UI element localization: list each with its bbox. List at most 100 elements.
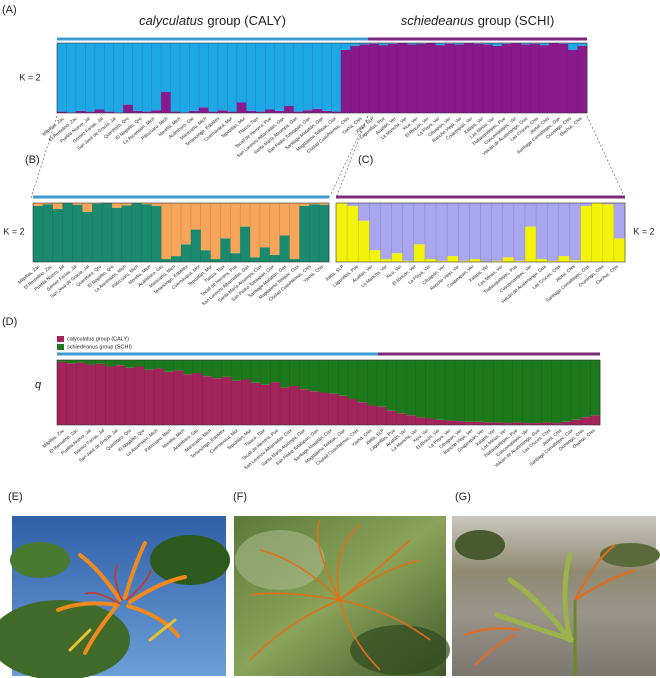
admixture-bar (303, 110, 313, 113)
admixture-bar (102, 203, 113, 262)
admixture-bar (33, 205, 44, 262)
admixture-bar (189, 110, 200, 113)
admixture-bar (200, 203, 211, 251)
admixture-bar (376, 360, 387, 407)
admixture-bar (358, 220, 370, 262)
admixture-bar (293, 43, 304, 112)
admixture-bar (591, 203, 604, 262)
legend-label: schiedeanus group (SCHI) (67, 344, 132, 350)
admixture-bar (522, 423, 533, 425)
admixture-bar (250, 382, 261, 425)
admixture-bar (491, 260, 504, 262)
admixture-bar (357, 402, 368, 425)
admixture-bar (447, 256, 459, 262)
admixture-bar (350, 45, 361, 113)
admixture-bar (189, 43, 200, 111)
admixture-bar (227, 111, 238, 113)
admixture-bar (221, 376, 232, 425)
admixture-bar (270, 382, 281, 425)
admixture-bar (445, 43, 455, 44)
admixture-bar (289, 203, 300, 260)
admixture-bar (436, 260, 448, 262)
admixture-bar (347, 399, 358, 425)
admixture-bar (134, 366, 145, 425)
admixture-bar (115, 360, 126, 366)
admixture-bar (210, 203, 221, 260)
admixture-bar (397, 43, 408, 113)
admixture-bar (359, 44, 370, 113)
admixture-bar (265, 109, 275, 113)
admixture-bar (547, 260, 559, 262)
admixture-bar (541, 360, 552, 423)
admixture-bar (454, 44, 465, 113)
admixture-bar (558, 43, 569, 44)
admixture-bar (163, 360, 174, 372)
admixture-bar (274, 43, 285, 111)
admixture-bar (190, 229, 202, 262)
admixture-bar (66, 360, 77, 364)
admixture-bar (483, 422, 494, 425)
admixture-bar (284, 43, 294, 106)
admixture-bar (153, 360, 164, 369)
admixture-bar (480, 203, 492, 262)
admixture-bar (435, 43, 446, 46)
admixture-bar (303, 43, 313, 111)
admixture-bar (312, 108, 323, 113)
admixture-bar (580, 360, 591, 418)
admixture-bar (445, 43, 455, 114)
admixture-bar (522, 360, 533, 424)
admixture-bar (463, 43, 474, 113)
admixture-bar (520, 44, 531, 113)
admixture-bar (62, 203, 73, 262)
admixture-bar (299, 203, 310, 206)
admixture-bar (338, 360, 349, 396)
admixture-bar (413, 203, 426, 245)
admixture-bar (336, 203, 348, 262)
legend-label: calyculatus group (CALY) (67, 336, 129, 342)
admixture-bar (198, 43, 209, 108)
admixture-bar (340, 43, 351, 50)
admixture-bar (202, 360, 213, 377)
admixture-bar (551, 423, 562, 425)
admixture-bar (388, 43, 399, 114)
admixture-bar (180, 43, 190, 113)
admixture-bar (221, 360, 232, 377)
admixture-bar (141, 204, 152, 262)
panel-label: (G) (455, 491, 471, 503)
group-title: schiedeanus group (SCHI) (401, 13, 555, 28)
admixture-bar (319, 204, 330, 262)
admixture-bar (580, 417, 591, 425)
group-title: calyculatus group (CALY) (139, 13, 286, 28)
panel-label: (A) (2, 4, 17, 16)
admixture-bar (66, 43, 77, 113)
admixture-bar (338, 395, 349, 425)
legend-swatch (57, 336, 64, 342)
admixture-bar (255, 43, 266, 112)
connectors (30, 115, 626, 199)
plot-frame (56, 42, 588, 114)
admixture-bar (416, 43, 427, 114)
admixture-bar (558, 256, 570, 262)
admixture-bar (402, 260, 415, 262)
admixture-bar (454, 43, 465, 45)
admixture-bar (289, 360, 300, 386)
admixture-bar (530, 43, 540, 44)
admixture-bar (580, 203, 592, 206)
admixture-bar (396, 360, 407, 414)
admixture-bar (407, 44, 417, 113)
admixture-bar (220, 238, 231, 262)
admixture-bar (473, 43, 484, 114)
admixture-bar (312, 43, 323, 109)
admixture-bar (369, 43, 380, 114)
photo-g (452, 516, 660, 676)
admixture-bar (241, 379, 252, 425)
admixture-bar (376, 406, 387, 425)
admixture-bar (473, 360, 484, 422)
admixture-bar (358, 203, 370, 221)
admixture-bar (123, 43, 134, 105)
admixture-bar (501, 43, 512, 44)
admixture-bar (289, 259, 300, 262)
admixture-bar (435, 360, 446, 420)
admixture-bar (217, 110, 228, 113)
admixture-bar (250, 203, 261, 258)
